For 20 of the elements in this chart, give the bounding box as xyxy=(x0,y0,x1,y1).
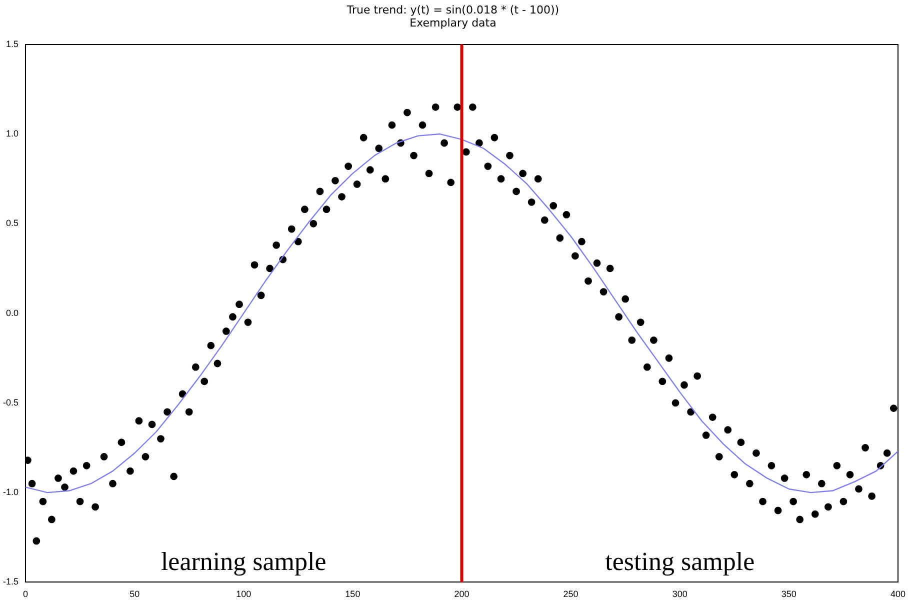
x-tick-label: 200 xyxy=(454,589,470,600)
x-tick-label: 350 xyxy=(781,589,796,600)
chart-subtitle: Exemplary data xyxy=(410,16,496,30)
x-tick-label: 300 xyxy=(672,589,688,600)
y-tick-label: 1.0 xyxy=(6,128,19,139)
x-tick-label: 250 xyxy=(563,589,578,600)
y-tick-label: -1.0 xyxy=(2,487,19,498)
chart-title: True trend: y(t) = sin(0.018 * (t - 100)) xyxy=(346,3,560,16)
y-tick-label: 0.5 xyxy=(6,218,19,228)
x-tick-label: 400 xyxy=(890,589,906,600)
annotation: testing sample xyxy=(605,547,755,576)
y-tick-label: 0.0 xyxy=(6,308,19,318)
annotation: learning sample xyxy=(160,547,326,576)
y-tick-label: -0.5 xyxy=(2,397,19,408)
x-tick-label: 0 xyxy=(23,589,28,600)
y-tick-label: -1.5 xyxy=(2,576,19,587)
x-tick-label: 100 xyxy=(236,589,252,600)
x-tick-label: 150 xyxy=(345,589,360,600)
y-tick-label: 1.5 xyxy=(6,38,19,49)
x-tick-label: 50 xyxy=(130,589,140,600)
